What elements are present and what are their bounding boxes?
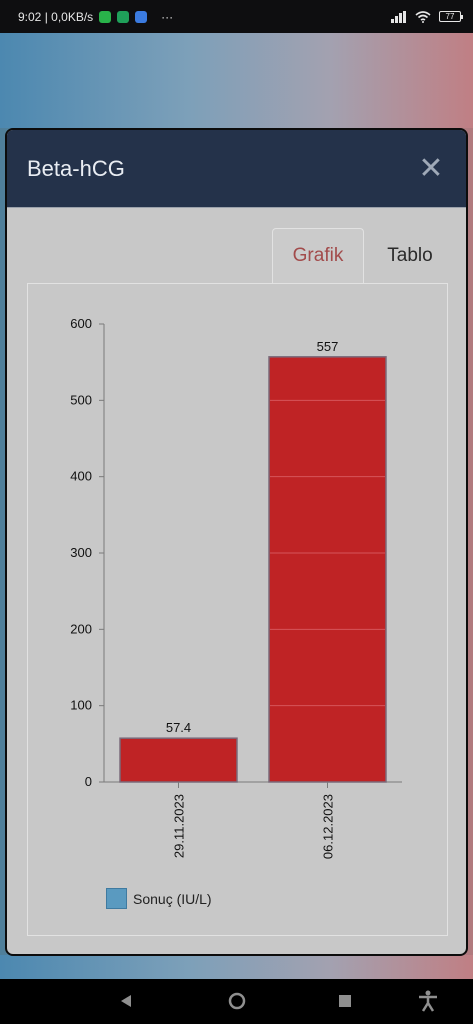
whatsapp-business-icon [117,10,130,23]
tab-tablo[interactable]: Tablo [387,244,433,266]
y-tick-label: 200 [70,621,92,636]
modal-title: Beta-hCG [27,155,125,181]
bar-chart: 0 100 200 300 400 500 600 57.4 29.11.2023 557 06.1… [70,316,402,859]
modal-body: Grafik Tablo 0 100 200 300 400 500 600 57.4 29.1… [7,208,466,954]
whatsapp-icon [99,10,112,23]
messages-icon [135,10,148,23]
data-label: 557 [317,339,339,354]
status-bar: 9:02 | 0,0KB/s ··· 77 [0,0,473,33]
back-icon[interactable] [119,994,133,1008]
x-tick-label: 06.12.2023 [321,794,336,859]
bar [119,737,238,783]
home-icon[interactable] [228,992,246,1010]
background-app-bottom [0,955,473,979]
wifi-icon [415,10,431,23]
battery-icon: 77 [439,11,463,22]
tab-grafik[interactable]: Grafik [272,228,364,283]
accessibility-icon[interactable] [418,990,438,1012]
chart-panel: 0 100 200 300 400 500 600 57.4 29.11.2023 557 06.1… [27,283,448,936]
y-tick-label: 300 [70,545,92,560]
data-label: 57.4 [166,720,191,735]
chart-legend: Sonuç (IU/L) [106,888,212,909]
navigation-bar [0,979,473,1024]
tab-bar: Grafik Tablo [272,228,456,283]
modal-header: Beta-hCG ✕ [7,130,466,208]
y-tick-label: 100 [70,698,92,713]
legend-label: Sonuç (IU/L) [133,890,212,907]
background-app [0,33,473,128]
signal-icon [391,10,406,23]
close-button[interactable]: ✕ [418,151,444,185]
battery-level: 77 [445,12,455,21]
recents-icon[interactable] [339,995,351,1007]
status-time-speed: 9:02 | 0,0KB/s [18,9,94,24]
legend-swatch [106,888,127,909]
more-notifications: ··· [161,9,174,24]
y-tick-label: 600 [70,316,92,331]
bar [268,356,387,783]
y-tick-label: 0 [85,774,92,789]
y-tick-label: 500 [70,392,92,407]
x-tick-label: 29.11.2023 [172,794,187,858]
chart-modal: Beta-hCG ✕ Grafik Tablo 0 100 200 300 400 500… [5,128,468,956]
y-tick-label: 400 [70,469,92,484]
